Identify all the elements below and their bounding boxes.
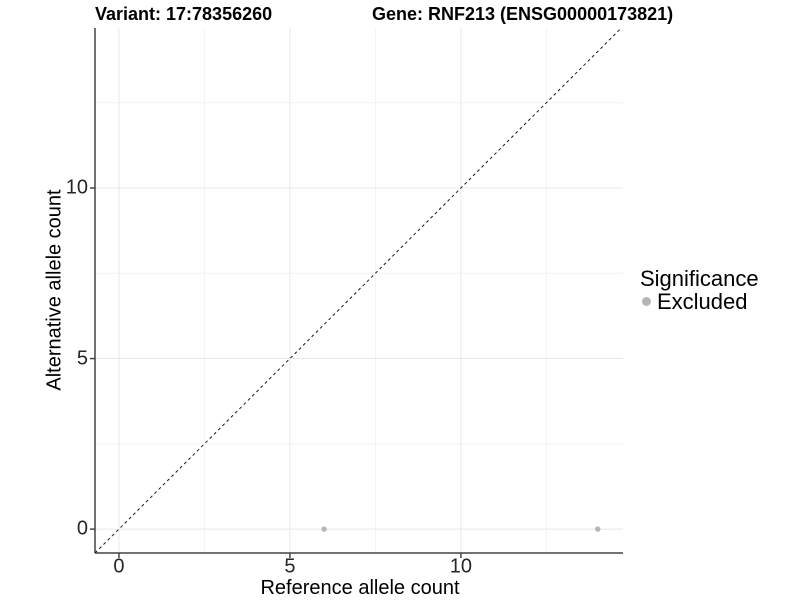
data-point (594, 526, 601, 532)
x-axis-title: Reference allele count (260, 577, 460, 599)
y-tick-label: 10 (65, 176, 88, 199)
variant-title: Variant: 17:78356260 (95, 4, 273, 24)
x-tick-label: 0 (113, 555, 125, 578)
identity-reference-line (94, 27, 622, 554)
legend-item-excluded: Excluded (657, 289, 748, 314)
data-point (321, 526, 327, 532)
legend-key-dot-icon (642, 297, 651, 306)
y-tick-label: 5 (76, 347, 88, 370)
legend-title: Significance (640, 266, 759, 291)
y-tick-label: 0 (76, 517, 88, 540)
gene-title: Gene: RNF213 (ENSG00000173821) (372, 4, 674, 24)
x-tick-label: 5 (284, 555, 296, 578)
x-tick-label: 10 (449, 555, 473, 578)
